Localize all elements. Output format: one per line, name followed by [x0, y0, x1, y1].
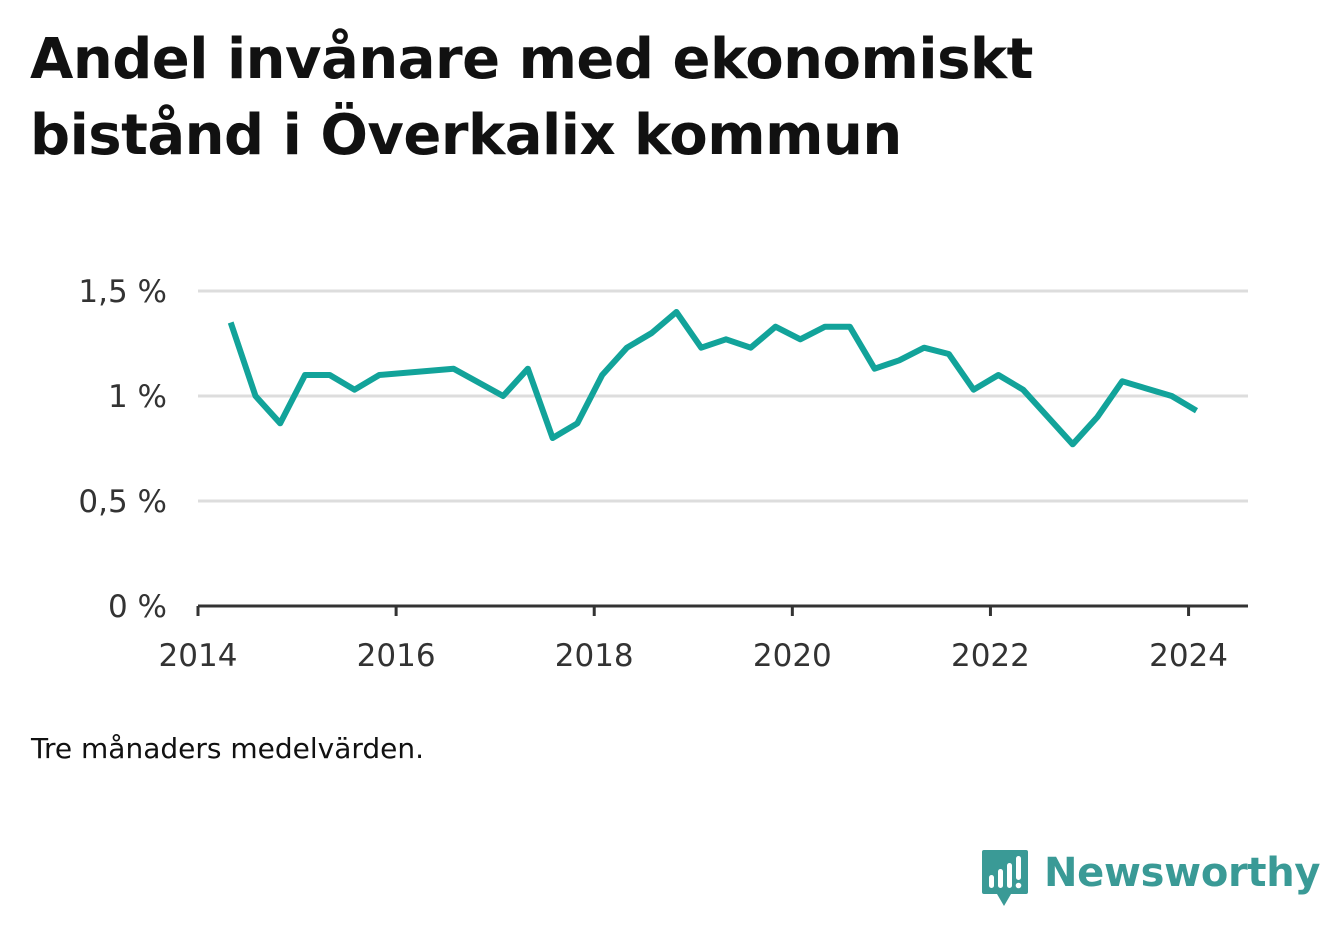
data-point — [896, 357, 902, 363]
data-point — [1169, 393, 1175, 399]
data-point — [673, 309, 679, 315]
y-tick-label: 0 % — [108, 589, 167, 625]
y-tick-label: 1,5 % — [78, 274, 167, 310]
y-tick-label: 0,5 % — [78, 484, 167, 520]
data-point — [376, 372, 382, 378]
chart-note: Tre månaders medelvärden. — [31, 732, 425, 765]
data-point — [698, 345, 704, 351]
data-point — [525, 366, 531, 372]
data-point — [797, 336, 803, 342]
data-point — [1070, 441, 1076, 447]
data-point — [995, 372, 1001, 378]
data-point — [352, 387, 358, 393]
y-tick-label: 1 % — [108, 379, 167, 415]
data-point — [327, 372, 333, 378]
x-tick-label: 2016 — [357, 638, 436, 674]
data-point — [847, 324, 853, 330]
x-tick-label: 2018 — [555, 638, 634, 674]
data-point — [649, 330, 655, 336]
data-point — [302, 372, 308, 378]
x-tick-label: 2020 — [753, 638, 832, 674]
data-point — [451, 366, 457, 372]
data-point — [574, 420, 580, 426]
brand-name: Newsworthy — [1044, 850, 1321, 896]
y-axis-ticks: 0 % 0,5 % 1 % 1,5 % — [78, 274, 167, 625]
data-point — [971, 387, 977, 393]
data-point — [550, 435, 556, 441]
data-point — [599, 372, 605, 378]
series-line — [227, 309, 1199, 448]
brand-logo[interactable]: Newsworthy — [980, 848, 1321, 912]
data-point — [228, 320, 234, 326]
data-point — [921, 345, 927, 351]
gridlines — [198, 289, 1248, 503]
data-point — [773, 324, 779, 330]
data-point — [1094, 414, 1100, 420]
data-point — [277, 420, 283, 426]
data-point — [624, 345, 630, 351]
chart-title: Andel invånare med ekonomiskt bistånd i … — [30, 27, 1033, 168]
x-axis-ticks: 2014 2016 2018 2020 2022 2024 — [159, 606, 1228, 674]
x-tick-label: 2022 — [951, 638, 1030, 674]
data-point — [1045, 414, 1051, 420]
data-point — [872, 366, 878, 372]
data-point — [1119, 378, 1125, 384]
series-group — [227, 309, 1199, 448]
data-point — [252, 393, 258, 399]
x-tick-label: 2014 — [159, 638, 238, 674]
x-tick-label: 2024 — [1149, 638, 1228, 674]
newsworthy-logo-icon — [980, 848, 1030, 912]
data-point — [822, 324, 828, 330]
data-point — [500, 393, 506, 399]
line-chart: 0 % 0,5 % 1 % 1,5 % 2014 2016 2018 2020 2022 202… — [78, 274, 1248, 674]
data-point — [946, 351, 952, 357]
data-point — [1193, 408, 1199, 414]
data-point — [1020, 387, 1026, 393]
data-point — [723, 336, 729, 342]
data-point — [748, 345, 754, 351]
